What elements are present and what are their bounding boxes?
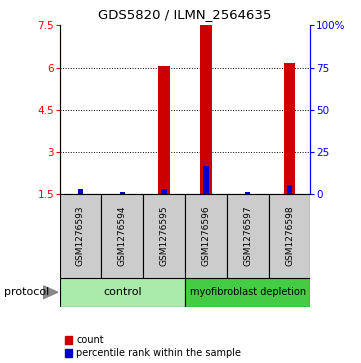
Bar bbox=[284, 64, 295, 194]
FancyBboxPatch shape bbox=[269, 194, 310, 278]
FancyBboxPatch shape bbox=[101, 194, 143, 278]
Bar bbox=[245, 192, 251, 194]
Text: GSM1276594: GSM1276594 bbox=[118, 206, 127, 266]
Text: GSM1276593: GSM1276593 bbox=[76, 205, 85, 266]
Bar bbox=[158, 66, 170, 194]
Text: myofibroblast depletion: myofibroblast depletion bbox=[190, 287, 306, 297]
FancyBboxPatch shape bbox=[60, 278, 185, 307]
Polygon shape bbox=[43, 286, 58, 298]
Text: GSM1276598: GSM1276598 bbox=[285, 205, 294, 266]
FancyBboxPatch shape bbox=[227, 194, 269, 278]
Bar bbox=[119, 192, 125, 194]
FancyBboxPatch shape bbox=[143, 194, 185, 278]
Bar bbox=[78, 189, 83, 194]
Legend: count, percentile rank within the sample: count, percentile rank within the sample bbox=[61, 331, 245, 362]
Text: GSM1276596: GSM1276596 bbox=[201, 205, 210, 266]
Text: protocol: protocol bbox=[4, 287, 49, 297]
Title: GDS5820 / ILMN_2564635: GDS5820 / ILMN_2564635 bbox=[98, 8, 272, 21]
Text: control: control bbox=[103, 287, 142, 297]
Bar bbox=[203, 166, 209, 194]
Text: GSM1276595: GSM1276595 bbox=[160, 205, 169, 266]
FancyBboxPatch shape bbox=[60, 194, 101, 278]
Bar bbox=[200, 25, 212, 194]
FancyBboxPatch shape bbox=[185, 194, 227, 278]
Text: GSM1276597: GSM1276597 bbox=[243, 205, 252, 266]
FancyBboxPatch shape bbox=[185, 278, 310, 307]
Bar bbox=[161, 189, 167, 194]
Bar bbox=[287, 185, 292, 194]
